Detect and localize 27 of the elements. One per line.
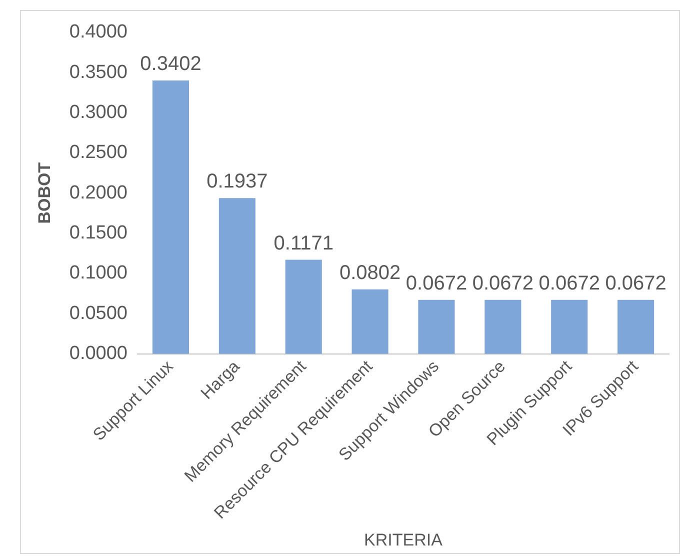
- y-axis-title: BOBOT: [34, 162, 54, 224]
- y-tick-label: 0.4000: [69, 22, 128, 43]
- x-axis-title: KRITERIA: [364, 530, 444, 550]
- bar: [551, 300, 588, 354]
- y-tick-label: 0.3000: [69, 102, 128, 123]
- data-label: 0.0672: [538, 272, 600, 294]
- bar: [285, 260, 322, 354]
- bar: [152, 80, 189, 354]
- data-label: 0.0802: [339, 262, 401, 284]
- y-tick-label: 0.3500: [69, 62, 128, 83]
- y-tick-label: 0.0000: [69, 343, 128, 364]
- data-label: 0.1937: [206, 170, 268, 193]
- bar: [618, 300, 654, 354]
- y-tick-label: 0.2500: [69, 142, 128, 164]
- y-tick-label: 0.0500: [69, 302, 128, 324]
- bar: [484, 300, 522, 354]
- data-label: 0.0672: [605, 272, 666, 294]
- data-label: 0.3402: [140, 52, 202, 75]
- y-tick-label: 0.2000: [69, 182, 128, 204]
- y-tick-label: 0.1000: [69, 262, 128, 284]
- y-tick-label: 0.1500: [69, 222, 128, 244]
- bar: [418, 300, 455, 354]
- data-label: 0.1171: [274, 232, 334, 254]
- bar: [352, 289, 388, 354]
- bar: [218, 198, 256, 354]
- data-label: 0.0672: [406, 272, 468, 294]
- data-label: 0.0672: [472, 272, 534, 294]
